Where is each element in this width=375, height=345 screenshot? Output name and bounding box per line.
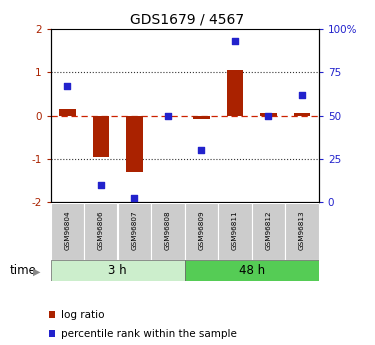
Bar [185,203,218,260]
Bar [226,70,243,116]
Text: GSM96804: GSM96804 [64,210,70,250]
Text: GSM96812: GSM96812 [266,210,272,250]
Text: 3 h: 3 h [108,264,127,277]
Text: GSM96809: GSM96809 [198,210,204,250]
Bar [260,114,277,116]
Text: GSM96813: GSM96813 [299,210,305,250]
Bar [93,116,109,157]
Bar [152,203,184,260]
Text: GSM96808: GSM96808 [165,210,171,250]
Bar [193,116,210,119]
Point [299,92,305,98]
Point [131,196,137,201]
Bar [59,109,76,116]
Bar [118,203,151,260]
Bar [51,203,84,260]
Bar [285,203,319,260]
Text: time: time [9,264,36,277]
Point [98,182,104,187]
Point [266,113,272,118]
Point [232,39,238,44]
Bar [126,116,143,171]
Text: GSM96806: GSM96806 [98,210,104,250]
Bar [51,260,184,281]
Text: GDS1679 / 4567: GDS1679 / 4567 [130,12,244,26]
Bar [252,203,285,260]
Text: GSM96807: GSM96807 [131,210,137,250]
Point [198,147,204,153]
Text: 48 h: 48 h [238,264,265,277]
Text: ▶: ▶ [33,267,40,276]
Text: log ratio: log ratio [61,310,105,319]
Bar [218,203,252,260]
Bar [184,260,319,281]
Bar [84,203,117,260]
Point [64,83,70,89]
Text: percentile rank within the sample: percentile rank within the sample [61,329,237,338]
Text: GSM96811: GSM96811 [232,210,238,250]
Point [165,113,171,118]
Bar [294,114,310,116]
